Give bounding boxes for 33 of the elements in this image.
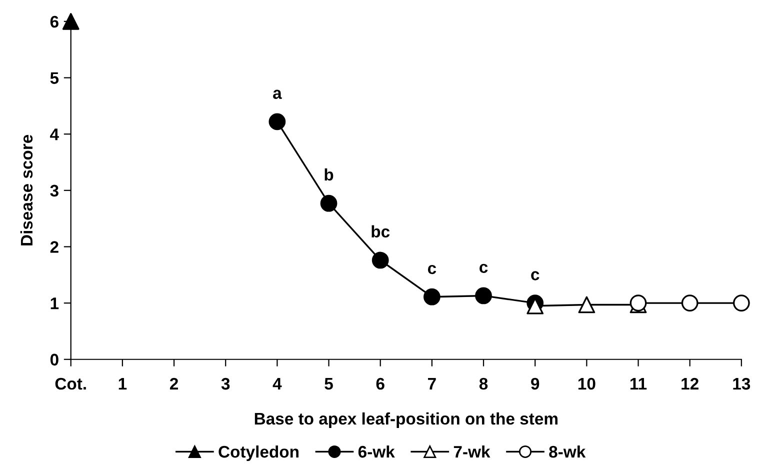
- annotation: c: [428, 264, 436, 274]
- legend-label: Cotyledon: [218, 445, 298, 461]
- y-tick-label: 3: [50, 184, 58, 197]
- x-tick-label: 12: [682, 378, 698, 390]
- x-tick-label: 5: [324, 378, 333, 390]
- x-tick-label: 10: [578, 378, 596, 390]
- y-axis-title: Disease score: [20, 134, 33, 246]
- y-tick-label: 4: [50, 128, 59, 140]
- x-tick-label: 8: [479, 378, 488, 390]
- y-tick-label: 5: [50, 72, 59, 84]
- annotation: c: [480, 264, 488, 273]
- x-tick-label: Cot.: [55, 378, 86, 390]
- x-tick-label: 9: [531, 378, 540, 390]
- legend-label: 8-wk: [549, 445, 586, 458]
- x-tick-label: 6: [376, 378, 384, 390]
- annotation: a: [273, 90, 282, 99]
- x-tick-label: 2: [170, 378, 178, 390]
- annotation: b: [324, 168, 334, 181]
- x-tick-label: 1: [118, 378, 127, 390]
- y-tick-label: 0: [50, 354, 58, 366]
- x-tick-label: 4: [272, 378, 282, 390]
- x-tick-label: 11: [630, 378, 647, 390]
- y-tick-label: 2: [50, 241, 58, 253]
- legend-label: 6-wk: [358, 445, 395, 458]
- annotation: bc: [372, 225, 390, 238]
- x-tick-label: 13: [733, 378, 750, 390]
- x-tick-label: 3: [221, 378, 230, 390]
- x-tick-label: 7: [428, 378, 436, 390]
- x-axis-title: Base to apex leaf-position on the stem: [254, 412, 558, 428]
- legend-label: 7-wk: [454, 445, 490, 458]
- y-tick-label: 1: [50, 298, 59, 310]
- annotation: c: [531, 271, 540, 280]
- y-tick-label: 6: [50, 16, 58, 28]
